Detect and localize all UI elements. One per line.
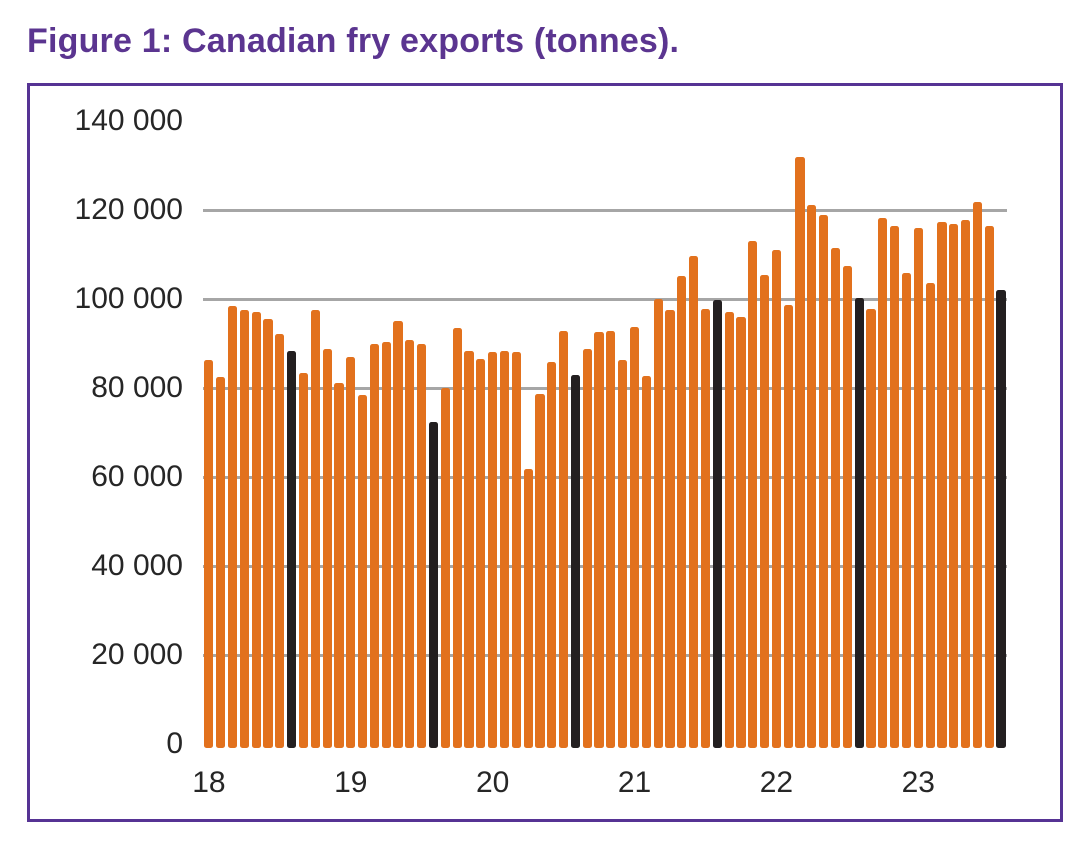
gridline-80000 (203, 386, 1007, 390)
x-tick-label-22: 22 (759, 766, 794, 799)
bar-Dec-19 (476, 359, 486, 748)
x-tick-label-21: 21 (617, 766, 652, 799)
x-tick-label-20: 20 (475, 766, 510, 799)
bar-Mar-22 (795, 156, 805, 748)
bar-Jun-22 (830, 248, 841, 748)
bar-Aug-19 (428, 421, 439, 748)
bar-Oct-22 (878, 218, 888, 748)
bar-Jul-23 (984, 226, 994, 748)
bar-Jan-22 (771, 249, 782, 748)
bar-Jun-21 (689, 255, 699, 748)
y-tick-label-60000: 60 000 (91, 460, 183, 493)
bar-Nov-20 (606, 330, 616, 748)
bar-Apr-21 (665, 309, 675, 748)
bar-Oct-21 (736, 316, 746, 748)
bar-Mar-19 (369, 343, 380, 748)
bar-Feb-22 (783, 304, 793, 748)
bar-Apr-20 (523, 469, 533, 748)
bar-Aug-18 (287, 350, 297, 748)
bar-Apr-23 (949, 224, 959, 748)
gridline-120000 (203, 208, 1007, 212)
y-tick-label-140000: 140 000 (74, 104, 183, 137)
bar-Apr-18 (239, 310, 249, 748)
bar-Sep-22 (866, 309, 876, 748)
bar-May-22 (819, 215, 829, 748)
bar-Jan-23 (913, 228, 923, 748)
bar-Jul-18 (275, 333, 285, 748)
bar-Dec-18 (334, 382, 344, 748)
bar-Feb-20 (499, 351, 510, 748)
bar-Nov-21 (748, 241, 758, 748)
plot-area (203, 121, 1007, 748)
bar-Jan-18 (204, 359, 214, 748)
bar-Oct-20 (594, 331, 604, 748)
bar-May-18 (251, 312, 261, 748)
bar-Jul-22 (842, 266, 852, 748)
bar-Aug-20 (570, 375, 581, 748)
bar-Feb-18 (216, 377, 226, 748)
bar-Nov-18 (322, 348, 332, 748)
gridline-60000 (203, 475, 1007, 479)
bar-Nov-22 (890, 226, 900, 748)
bar-Dec-20 (618, 359, 628, 748)
bar-Feb-21 (641, 375, 651, 748)
bar-Jan-19 (346, 357, 356, 748)
bar-Oct-18 (310, 310, 320, 748)
y-tick-label-40000: 40 000 (91, 549, 183, 582)
bar-Nov-19 (464, 351, 474, 748)
bar-Jul-19 (417, 343, 427, 748)
bar-Jul-21 (700, 308, 711, 748)
bar-Mar-20 (511, 351, 521, 748)
gridline-100000 (203, 297, 1007, 301)
bar-Jun-23 (972, 202, 983, 748)
bar-Jan-20 (488, 352, 498, 748)
y-tick-label-80000: 80 000 (91, 371, 183, 404)
bar-Feb-23 (925, 282, 935, 748)
bar-Dec-22 (901, 272, 912, 748)
y-tick-label-20000: 20 000 (91, 638, 183, 671)
bar-Feb-19 (358, 395, 368, 748)
bar-May-20 (535, 394, 545, 748)
x-tick-label-23: 23 (901, 766, 935, 799)
figure-title: Figure 1: Canadian fry exports (tonnes). (27, 22, 680, 60)
bar-Sep-20 (582, 348, 592, 748)
bar-Dec-21 (760, 274, 770, 748)
bar-Mar-18 (227, 305, 238, 748)
bar-Sep-19 (440, 387, 450, 748)
bar-Aug-21 (712, 300, 722, 748)
bar-May-21 (677, 276, 687, 748)
y-tick-label-120000: 120 000 (74, 193, 183, 226)
y-tick-label-100000: 100 000 (74, 282, 183, 315)
bar-Apr-19 (381, 341, 391, 748)
bar-Mar-21 (653, 299, 663, 748)
bar-May-19 (393, 321, 403, 748)
bar-Aug-23 (996, 290, 1006, 748)
bar-Sep-18 (298, 373, 309, 748)
bar-Jun-20 (547, 361, 557, 748)
bar-Jul-20 (559, 330, 569, 748)
bar-Apr-22 (807, 205, 817, 748)
bar-Jun-18 (263, 319, 273, 748)
bar-Sep-21 (724, 311, 734, 748)
x-tick-label-18: 18 (192, 766, 226, 799)
bar-Jun-19 (405, 339, 415, 748)
bar-Aug-22 (854, 298, 864, 748)
bar-Mar-23 (937, 221, 947, 748)
gridline-20000 (203, 653, 1007, 657)
gridline-40000 (203, 564, 1007, 568)
bar-Jan-21 (629, 326, 640, 748)
y-tick-label-0: 0 (166, 727, 183, 760)
bar-May-23 (961, 219, 971, 748)
bar-Oct-19 (452, 327, 462, 748)
x-tick-label-19: 19 (334, 766, 368, 799)
